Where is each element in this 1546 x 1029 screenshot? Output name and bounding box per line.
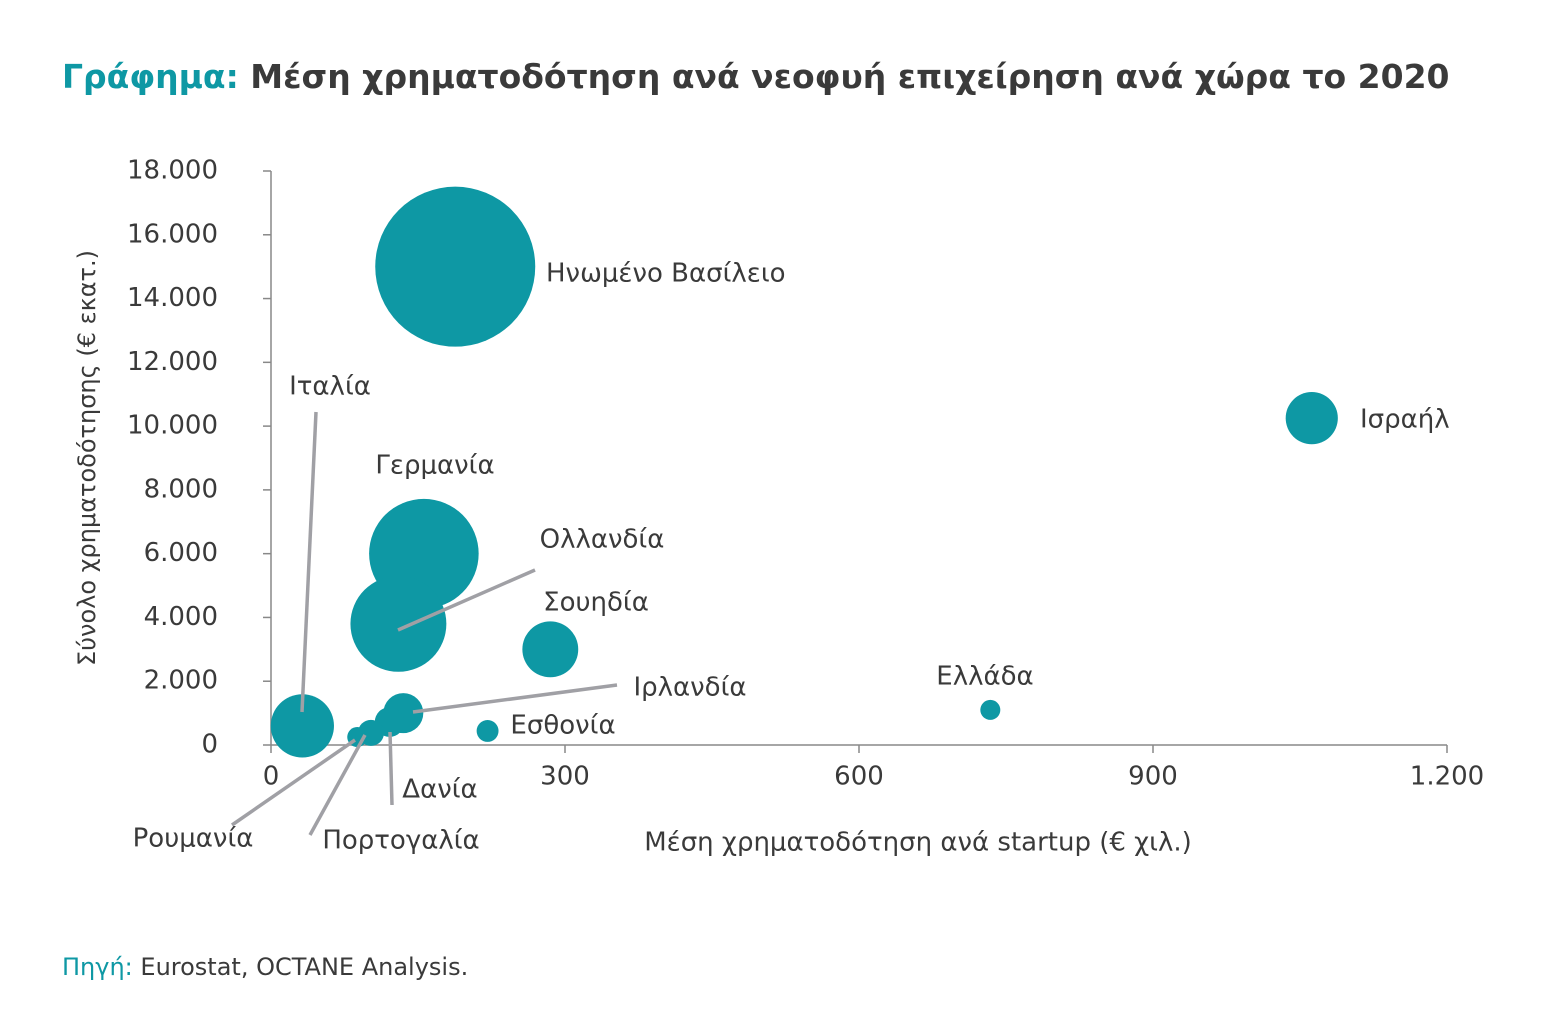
y-tick-label: 14.000 xyxy=(127,283,218,313)
point-label: Σουηδία xyxy=(543,588,649,618)
source-text: Eurostat, OCTANE Analysis. xyxy=(140,953,468,981)
y-tick-label: 18.000 xyxy=(127,156,218,186)
bubble xyxy=(980,699,1001,720)
chart-title: Γράφημα: Μέση χρηματοδότηση ανά νεοφυή ε… xyxy=(62,57,1450,96)
bubble xyxy=(350,575,447,672)
title-text: Μέση χρηματοδότηση ανά νεοφυή επιχείρηση… xyxy=(250,57,1449,96)
leader-line xyxy=(397,568,536,632)
y-tick-label: 12.000 xyxy=(127,347,218,377)
point-label: Γερμανία xyxy=(375,451,494,481)
point-label: Δανία xyxy=(402,775,477,805)
point-label: Πορτογαλία xyxy=(322,826,479,856)
point-label: Ολλανδία xyxy=(540,525,665,555)
point-label: Ιταλία xyxy=(289,372,371,402)
x-tick-label: 600 xyxy=(834,762,884,792)
x-tick-label: 1.200 xyxy=(1410,762,1484,792)
y-tick-label: 6.000 xyxy=(144,538,218,568)
leader-line xyxy=(231,738,356,827)
y-tick-label: 8.000 xyxy=(144,474,218,504)
y-tick-label: 4.000 xyxy=(144,602,218,632)
x-tick-label: 900 xyxy=(1128,762,1178,792)
y-tick-label: 16.000 xyxy=(127,219,218,249)
leader-line xyxy=(308,734,367,836)
point-label: Εσθονία xyxy=(510,711,615,741)
point-label: Ηνωμένο Βασίλειο xyxy=(546,259,786,289)
leader-line xyxy=(300,411,318,713)
y-tick-label: 10.000 xyxy=(127,411,218,441)
x-tick-label: 300 xyxy=(540,762,590,792)
y-tick-label: 2.000 xyxy=(144,666,218,696)
point-label: Ισραήλ xyxy=(1360,405,1450,435)
y-tick-label: 0 xyxy=(201,730,218,760)
leader-line xyxy=(388,731,394,806)
source: Πηγή: Eurostat, OCTANE Analysis. xyxy=(62,953,468,981)
bubble xyxy=(522,621,579,678)
leader-line xyxy=(412,683,618,714)
title-prefix: Γράφημα: xyxy=(62,57,239,96)
bubble xyxy=(1285,392,1338,445)
x-tick-label: 0 xyxy=(263,762,280,792)
point-label: Ρουμανία xyxy=(133,824,254,854)
y-axis-title: Σύνολο χρηματοδότησης (€ εκατ.) xyxy=(73,250,101,666)
bubble xyxy=(476,720,499,742)
source-label: Πηγή: xyxy=(62,953,133,981)
bubble xyxy=(375,186,536,347)
point-label: Ιρλανδία xyxy=(633,673,746,703)
point-label: Ελλάδα xyxy=(936,662,1033,692)
x-axis-title: Μέση χρηματοδότηση ανά startup (€ χιλ.) xyxy=(644,828,1192,858)
bubble xyxy=(270,694,334,758)
